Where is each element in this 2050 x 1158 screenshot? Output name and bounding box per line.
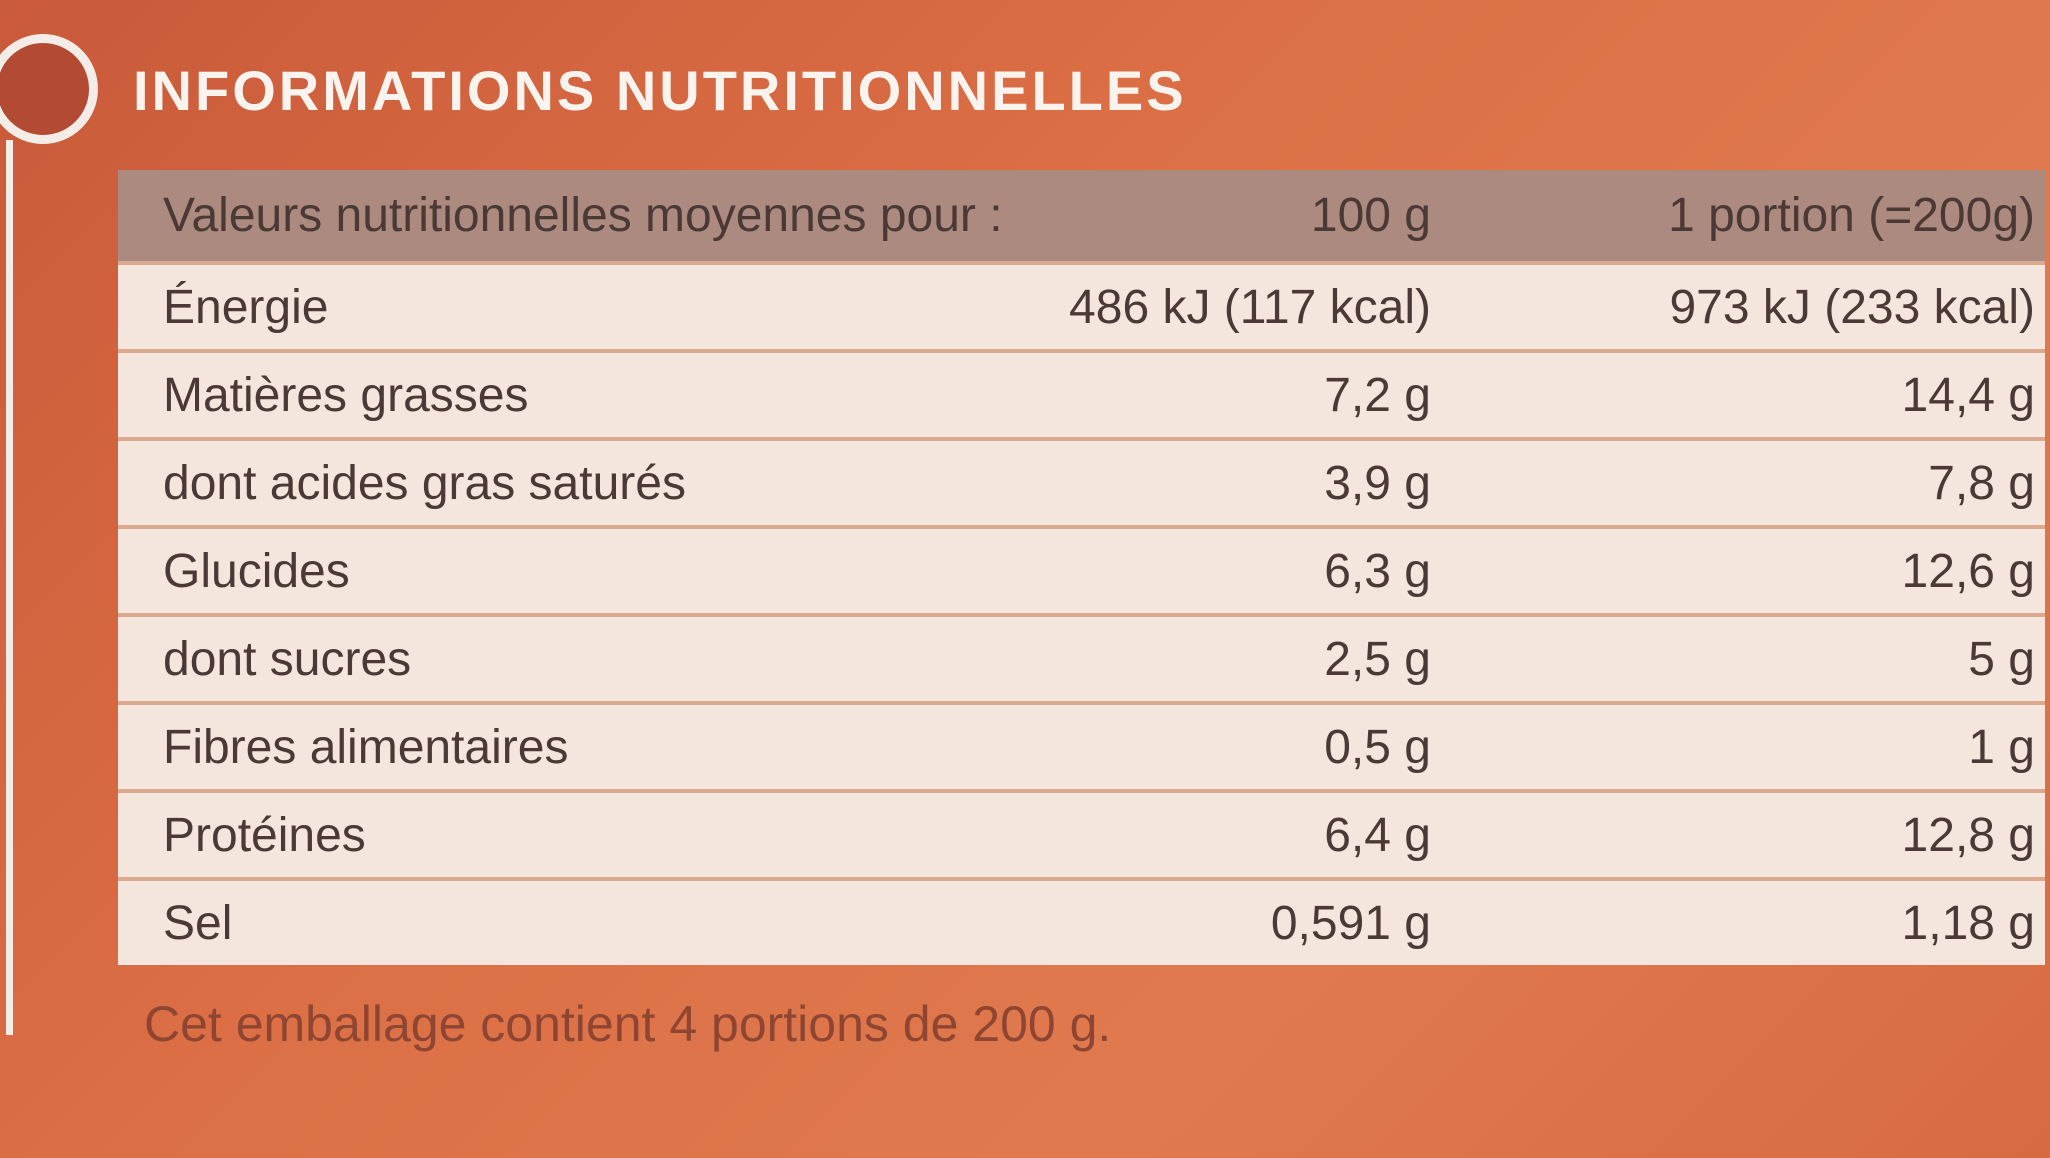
table-row: Fibres alimentaires 0,5 g 1 g xyxy=(118,701,2045,789)
nutrient-value: 3,9 g xyxy=(1324,456,1431,510)
nutrient-value: 7,8 g xyxy=(1928,456,2035,510)
nutrient-value: 0,591 g xyxy=(1270,896,1431,950)
table-row: Sel 0,591 g 1,18 g xyxy=(118,877,2045,965)
nutrient-value: 12,8 g xyxy=(1901,808,2035,862)
nutrient-label: Matières grasses xyxy=(163,368,529,422)
nutrient-label: Énergie xyxy=(163,280,329,334)
table-row: Glucides 6,3 g 12,6 g xyxy=(118,525,2045,613)
nutrient-label: Sel xyxy=(163,896,233,950)
table-row: Matières grasses 7,2 g 14,4 g xyxy=(118,349,2045,437)
nutrient-value: 7,2 g xyxy=(1324,368,1431,422)
nutrient-label: Protéines xyxy=(163,808,366,862)
table-row: Protéines 6,4 g 12,8 g xyxy=(118,789,2045,877)
header-cell: 1 portion (=200g) xyxy=(1668,189,2035,242)
header-cell: 100 g xyxy=(1310,189,1431,242)
nutrient-label: Glucides xyxy=(163,544,350,598)
nutrient-label: dont acides gras saturés xyxy=(163,456,686,510)
nutrient-value: 14,4 g xyxy=(1901,368,2035,422)
table-row: dont sucres 2,5 g 5 g xyxy=(118,613,2045,701)
nutrient-value: 486 kJ (117 kcal) xyxy=(1069,280,1431,334)
nutrient-value: 1,18 g xyxy=(1901,896,2035,950)
footer-note: Cet emballage contient 4 portions de 200… xyxy=(144,996,1112,1052)
nutrient-value: 6,3 g xyxy=(1324,544,1431,598)
icon xyxy=(0,34,98,144)
header-row: Valeurs nutritionnelles moyennes pour : 1… xyxy=(118,170,2045,261)
nutrient-value: 5 g xyxy=(1968,632,2035,686)
header-cell: Valeurs nutritionnelles moyennes pour : xyxy=(163,189,1003,242)
table-row: Énergie 486 kJ (117 kcal) 973 kJ (233 kcal… xyxy=(118,261,2045,349)
table-row: dont acides gras saturés 3,9 g 7,8 g xyxy=(118,437,2045,525)
nutrient-value: 12,6 g xyxy=(1901,544,2035,598)
nutrient-value: 2,5 g xyxy=(1324,632,1431,686)
nutrient-label: Fibres alimentaires xyxy=(163,720,569,774)
nutrient-label: dont sucres xyxy=(163,632,412,686)
nutrient-value: 1 g xyxy=(1968,720,2035,774)
nutrient-value: 973 kJ (233 kcal) xyxy=(1669,280,2035,334)
title: INFORMATIONS NUTRITIONNELLES xyxy=(133,59,1187,122)
nutrition-table: Valeurs nutritionnelles moyennes pour : 1… xyxy=(118,170,2045,967)
divider xyxy=(6,140,13,1035)
nutrient-value: 6,4 g xyxy=(1324,808,1431,862)
nutrient-value: 0,5 g xyxy=(1324,720,1431,774)
